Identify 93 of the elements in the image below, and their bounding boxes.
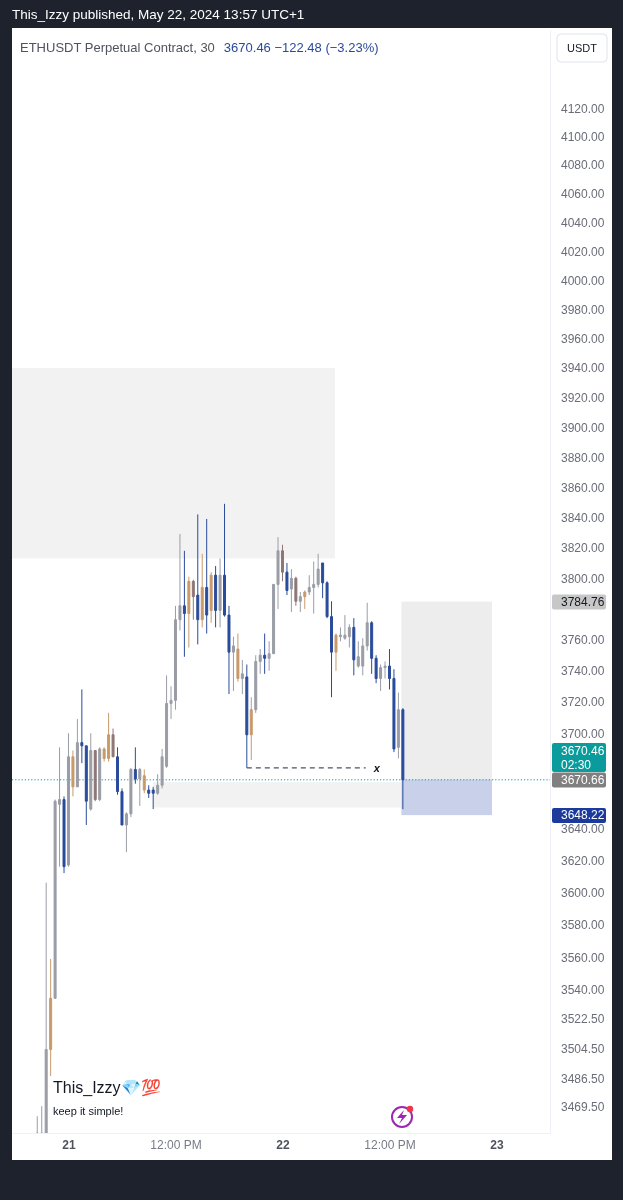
candlestick	[111, 728, 115, 758]
candlestick	[151, 786, 155, 810]
y-tick-label: 4020.00	[561, 244, 605, 259]
candlestick	[231, 636, 235, 692]
candlestick	[214, 565, 218, 628]
x-tick-label: 22	[276, 1137, 290, 1152]
y-tick-label: 3960.00	[561, 331, 605, 346]
candlestick	[316, 553, 320, 588]
candlestick	[133, 746, 137, 785]
candlestick	[334, 633, 338, 672]
candlestick	[298, 591, 302, 613]
candlestick	[280, 544, 284, 582]
candlestick	[240, 659, 244, 695]
x-tick-label: 12:00 PM	[364, 1137, 416, 1152]
candlestick	[289, 568, 293, 613]
candlestick	[40, 1105, 44, 1133]
y-tick-label: 3504.50	[561, 1042, 605, 1056]
candlestick	[396, 692, 400, 759]
text: USDT	[567, 41, 598, 54]
y-tick-label: 3784.76	[561, 594, 605, 609]
candlestick	[196, 513, 200, 645]
y-tick-label: 3648.22	[561, 808, 605, 823]
y-tick-label: 4120.00	[561, 101, 605, 116]
candlestick	[294, 576, 298, 607]
y-tick-label: 3840.00	[561, 510, 605, 525]
y-tick-label: 3720.00	[561, 695, 605, 710]
annotation: x	[372, 761, 381, 774]
candlestick	[285, 562, 289, 596]
y-tick-label: 3560.00	[561, 950, 605, 965]
candlestick	[379, 664, 383, 692]
candlestick	[200, 553, 204, 628]
y-tick-label: 3580.00	[561, 918, 605, 933]
annotation: This_Izzy💎💯	[53, 1078, 161, 1097]
y-tick-label: 4100.00	[561, 130, 605, 145]
candlestick	[209, 571, 213, 624]
candlestick	[218, 557, 222, 628]
candlestick	[147, 784, 151, 799]
text: ETHUSDT Perpetual Contract, 30	[20, 40, 215, 55]
x-tick-label: 23	[490, 1137, 504, 1152]
text: This_Izzy published, May 22, 2024 13:57 UTC+1	[12, 7, 305, 22]
text: 3670.46 −122.48 (−3.23%)	[223, 40, 379, 55]
candlestick	[49, 958, 53, 1077]
candlestick	[75, 718, 79, 788]
candlestick	[245, 664, 249, 769]
candlestick	[303, 590, 307, 610]
y-tick-label: 4080.00	[561, 158, 605, 173]
candlestick	[66, 732, 70, 868]
y-tick-label: 3522.50	[561, 1012, 605, 1027]
candlestick	[312, 560, 316, 615]
y-tick-label: 3700.00	[561, 726, 605, 741]
y-tick-label: 3880.00	[561, 450, 605, 465]
y-tick-label: 4040.00	[561, 215, 605, 230]
candlestick	[205, 518, 209, 635]
y-tick-label: 3486.50	[561, 1071, 605, 1086]
y-tick-label: 3860.00	[561, 480, 605, 495]
candlestick	[361, 637, 365, 676]
candlestick	[236, 633, 240, 683]
y-tick-label: 4060.00	[561, 187, 605, 202]
candlestick	[191, 579, 195, 621]
x-tick-label: 12:00 PM	[150, 1137, 202, 1152]
candlestick	[62, 795, 66, 874]
candlestick	[263, 633, 267, 675]
annotation: keep it simple!	[53, 1105, 124, 1117]
candlestick	[142, 768, 146, 794]
candlestick	[44, 882, 48, 1133]
y-tick-label: 3540.00	[561, 983, 605, 998]
y-tick-label: 3940.00	[561, 361, 605, 376]
y-tick-label: 3469.50	[561, 1100, 605, 1115]
ref-line-label: 3670.46	[561, 743, 605, 758]
candlestick	[89, 732, 93, 812]
y-tick-label: 3670.66	[561, 772, 605, 787]
y-tick-label: 3620.00	[561, 853, 605, 868]
candlestick	[249, 696, 253, 761]
y-tick-label: 3600.00	[561, 885, 605, 900]
x-tick-label: 21	[62, 1137, 76, 1152]
y-tick-label: 4000.00	[561, 273, 605, 288]
text: 02:30	[561, 757, 592, 772]
y-tick-label: 3740.00	[561, 664, 605, 679]
y-tick-label: 3800.00	[561, 571, 605, 586]
y-tick-label: 3820.00	[561, 541, 605, 556]
y-tick-label: 3640.00	[561, 821, 605, 836]
y-tick-label: 3980.00	[561, 302, 605, 317]
candlestick	[401, 707, 405, 810]
candlestick	[365, 602, 369, 652]
candlestick	[258, 648, 262, 675]
y-tick-label: 3900.00	[561, 420, 605, 435]
candlestick	[182, 550, 186, 658]
candlestick	[71, 750, 75, 797]
candlestick	[138, 767, 142, 807]
candlestick	[187, 576, 191, 648]
y-tick-label: 3920.00	[561, 390, 605, 405]
candlestick	[352, 617, 356, 676]
y-tick-label: 3760.00	[561, 633, 605, 648]
